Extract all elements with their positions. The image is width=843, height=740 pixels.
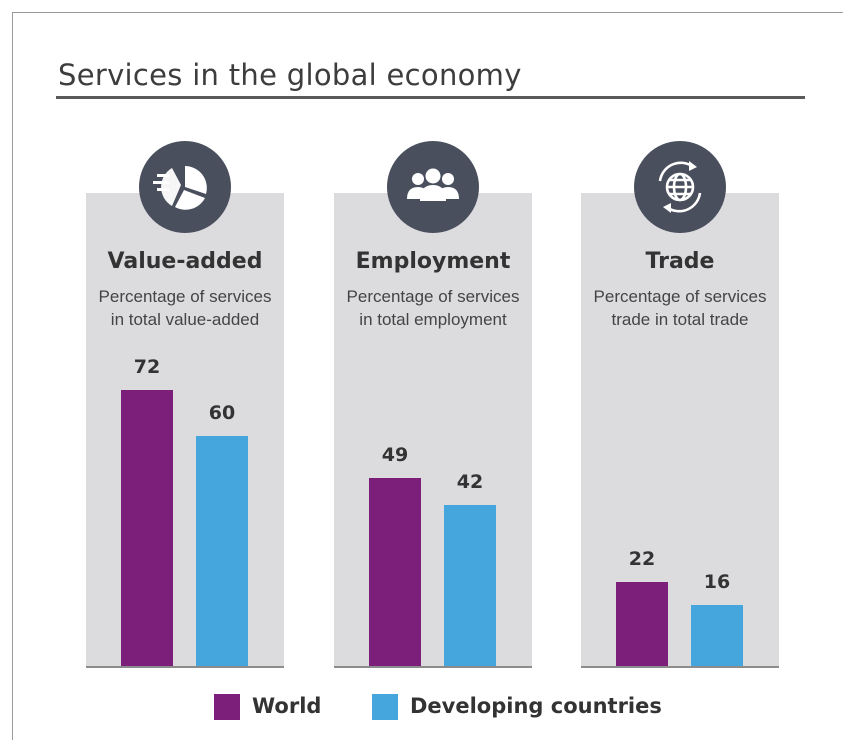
bar-value-label: 42 [456, 471, 484, 494]
globe-cycle-icon [634, 141, 726, 233]
chart-frame [12, 12, 843, 740]
people-icon [387, 141, 479, 233]
panel-subtitle-line: trade in total trade [611, 310, 749, 329]
bar-world [616, 581, 668, 666]
panel-subtitle-line: Percentage of services [593, 287, 767, 306]
panel-title: Trade [645, 249, 715, 274]
panel-value-added [86, 193, 284, 666]
bar-world [121, 390, 173, 666]
panel-employment [334, 193, 532, 666]
panel-subtitle-line: Percentage of services [98, 287, 272, 306]
panel-subtitle: Percentage of services in total employme… [323, 285, 543, 331]
bar-world [369, 478, 421, 666]
bar-developing [444, 505, 496, 666]
legend-swatch-developing [372, 694, 398, 720]
bar-developing [691, 604, 743, 666]
panel-title: Employment [355, 249, 511, 274]
panel-subtitle: Percentage of services trade in total tr… [570, 285, 790, 331]
panel-subtitle: Percentage of services in total value-ad… [75, 285, 295, 331]
chart-title: Services in the global economy [58, 58, 522, 92]
legend-swatch-world [214, 694, 240, 720]
panel-subtitle-line: in total value-added [110, 310, 260, 329]
title-divider [56, 96, 805, 99]
legend-label-developing: Developing countries [410, 694, 662, 718]
panel-baseline [581, 666, 779, 668]
panel-subtitle-line: in total employment [359, 310, 507, 329]
panel-baseline [86, 666, 284, 668]
bar-value-label: 49 [381, 444, 409, 467]
panel-trade [581, 193, 779, 666]
bar-value-label: 60 [208, 402, 236, 425]
bar-value-label: 22 [628, 547, 656, 570]
legend-label-world: World [252, 694, 322, 718]
pie-chart-icon [139, 141, 231, 233]
bar-value-label: 72 [133, 356, 161, 379]
panel-title: Value-added [107, 249, 263, 274]
panel-baseline [334, 666, 532, 668]
panel-subtitle-line: Percentage of services [346, 287, 520, 306]
bar-value-label: 16 [703, 570, 731, 593]
bar-developing [196, 436, 248, 666]
